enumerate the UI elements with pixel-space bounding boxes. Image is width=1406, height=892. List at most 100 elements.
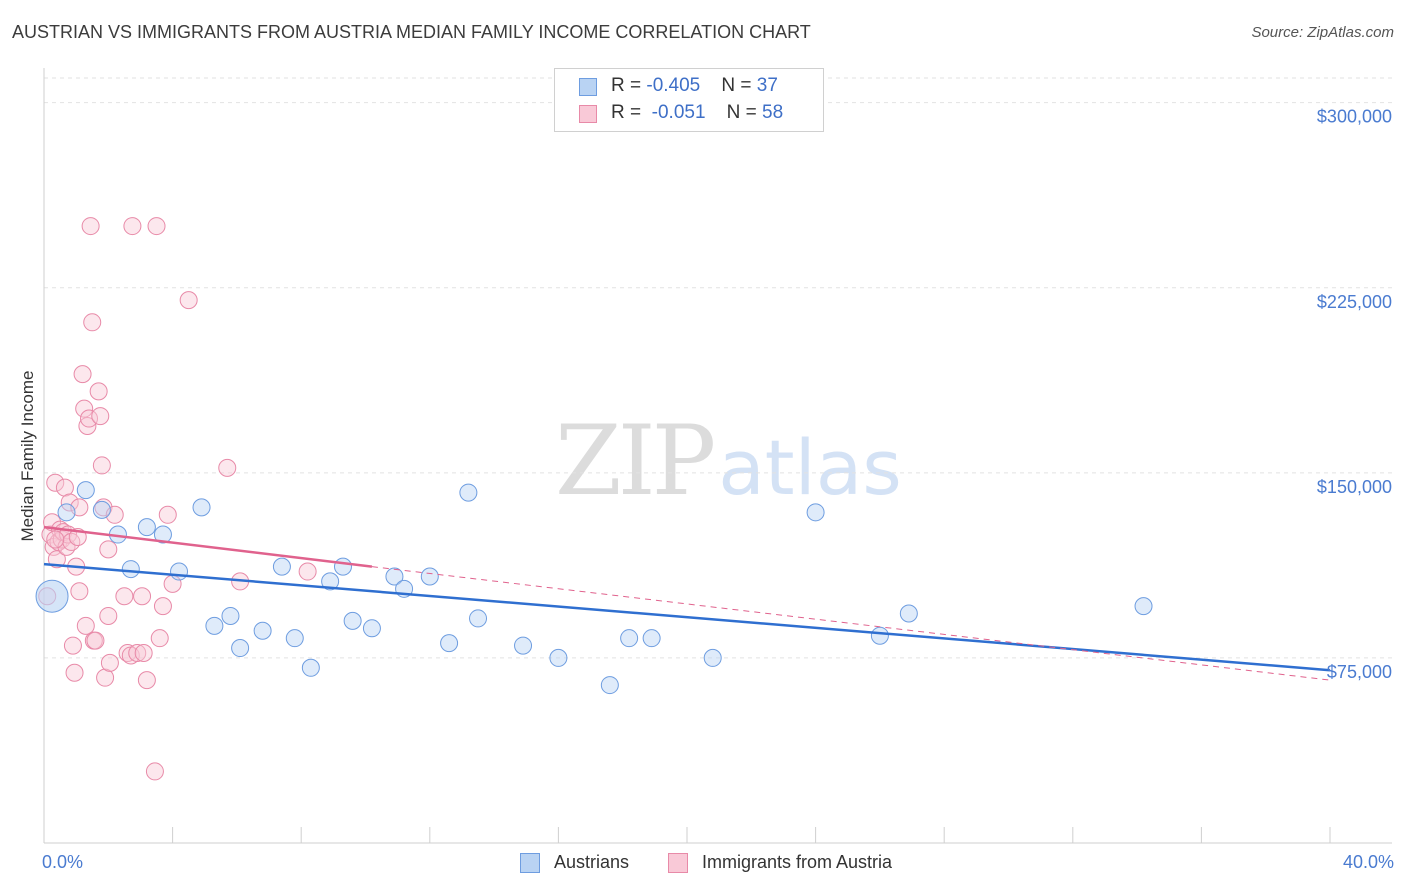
data-point (96, 668, 115, 687)
legend-r-label: R = (611, 102, 647, 123)
data-point (91, 407, 110, 426)
data-point (81, 217, 100, 236)
data-point (115, 587, 134, 606)
data-point (76, 481, 95, 500)
trendlines (43, 525, 1331, 681)
data-point (333, 557, 352, 576)
data-point (99, 540, 118, 559)
watermark: ZIPatlas (555, 405, 902, 517)
data-point (179, 291, 198, 310)
legend-n-value: 58 (762, 102, 784, 123)
data-point (92, 500, 111, 519)
data-point (134, 643, 153, 662)
data-point (78, 416, 97, 435)
data-point (153, 525, 172, 544)
series-austrians-points (35, 481, 1153, 695)
data-point (343, 611, 362, 630)
data-point (620, 629, 639, 648)
data-point (642, 629, 661, 648)
data-point (128, 643, 147, 662)
data-point (1134, 597, 1153, 616)
data-point (57, 503, 76, 522)
data-point (600, 676, 619, 695)
watermark-atlas: atlas (718, 423, 902, 512)
data-point (385, 567, 404, 586)
data-point (75, 399, 94, 418)
y-tick-label: $300,000 (1317, 107, 1392, 127)
data-point (123, 217, 142, 236)
data-point (145, 762, 164, 781)
data-point (137, 518, 156, 537)
trendline-0 (43, 562, 1331, 672)
legend-swatch-austrians (579, 78, 597, 96)
data-point (118, 643, 137, 662)
data-point (459, 483, 478, 502)
data-point (549, 648, 568, 667)
data-point (253, 621, 272, 640)
data-point (514, 636, 533, 655)
legend-label-immigrants: Immigrants from Austria (702, 852, 893, 872)
grid-lines (44, 77, 1392, 659)
data-point (899, 604, 918, 623)
data-point (420, 567, 439, 586)
data-point (55, 478, 74, 497)
legend-swatch-austrians (520, 853, 540, 873)
chart-title: AUSTRIAN VS IMMIGRANTS FROM AUSTRIA MEDI… (12, 22, 811, 42)
data-point (46, 473, 65, 492)
data-point (153, 597, 172, 616)
data-point (70, 582, 89, 601)
data-point (65, 663, 84, 682)
data-point (285, 629, 304, 648)
data-point (321, 572, 340, 591)
legend-r-label: R = (611, 75, 647, 96)
x-tick-min: 0.0% (42, 852, 84, 872)
data-point (121, 560, 140, 579)
watermark-zip: ZIP (555, 405, 716, 517)
data-point (218, 458, 237, 477)
legend-n-label: N = (726, 102, 763, 123)
data-point (99, 606, 118, 625)
trendline-1 (43, 525, 373, 568)
correlation-legend: R = -0.405 N = 37 R = -0.051 N = 58 (554, 68, 824, 132)
y-tick-label: $225,000 (1317, 292, 1392, 312)
data-point (221, 606, 240, 625)
data-point (86, 631, 105, 650)
data-point (272, 557, 291, 576)
data-point (205, 616, 224, 635)
data-point (170, 562, 189, 581)
data-point (469, 609, 488, 628)
data-point (806, 503, 825, 522)
data-point (73, 365, 92, 384)
trendline-2 (371, 566, 1331, 681)
y-tick-label: $150,000 (1317, 477, 1392, 497)
data-point (870, 626, 889, 645)
data-point (298, 562, 317, 581)
data-point (76, 616, 95, 635)
data-point (137, 671, 156, 690)
legend-r-value: -0.405 (646, 75, 701, 96)
legend-r-value: -0.051 (651, 102, 706, 123)
data-point (63, 636, 82, 655)
data-point (80, 409, 99, 428)
data-point (35, 579, 69, 613)
axes (43, 68, 1392, 844)
data-point (192, 498, 211, 517)
y-tick-labels: $75,000 $150,000 $225,000 $300,000 (1317, 107, 1392, 682)
data-point (60, 493, 79, 512)
data-point (703, 648, 722, 667)
data-point (92, 456, 111, 475)
legend-n-label: N = (721, 75, 757, 96)
data-point (147, 217, 166, 236)
data-point (83, 313, 102, 332)
x-tick-max: 40.0% (1342, 852, 1394, 872)
data-point (362, 619, 381, 638)
data-point (100, 653, 119, 672)
data-point (46, 530, 65, 549)
legend-swatch-immigrants (668, 853, 688, 873)
data-point (150, 629, 169, 648)
legend-swatch-immigrants (579, 105, 597, 123)
data-point (231, 639, 250, 658)
data-point (89, 382, 108, 401)
source-label: Source: ZipAtlas.com (1251, 24, 1394, 41)
